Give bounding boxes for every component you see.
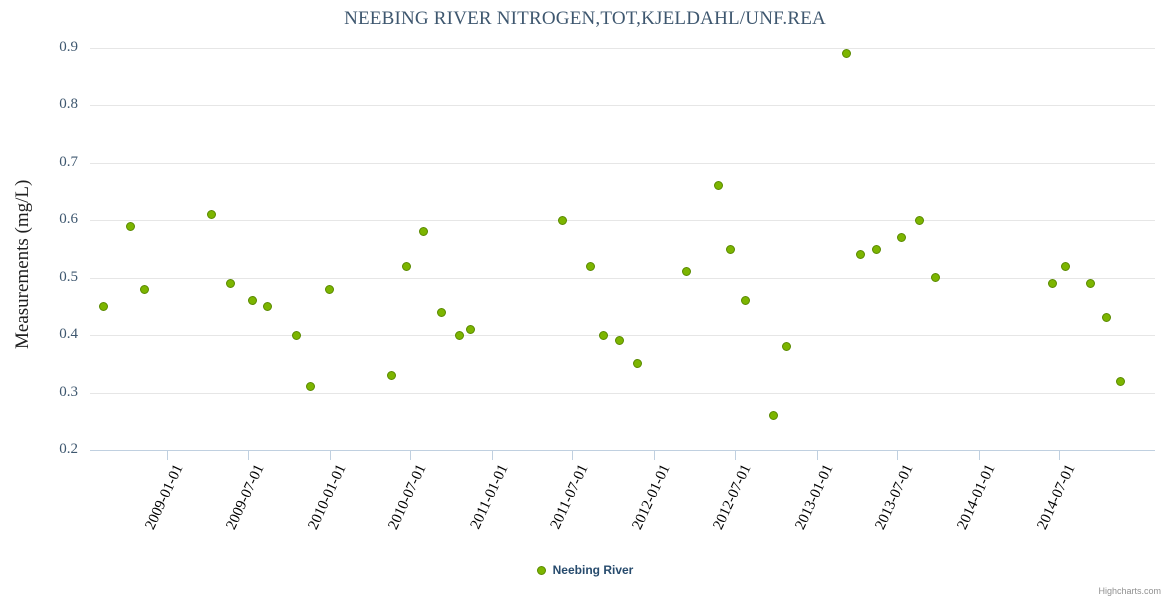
x-tick-label: 2011-07-01 [547,462,592,532]
data-point[interactable] [1061,261,1071,271]
data-point[interactable] [1086,278,1096,288]
data-point[interactable] [454,330,464,340]
data-point[interactable] [871,244,881,254]
data-point[interactable] [914,215,924,225]
data-point[interactable] [206,210,216,220]
x-tick-mark [329,451,331,460]
y-tick-label: 0.7 [59,153,78,170]
data-point[interactable] [401,261,411,271]
credits-label[interactable]: Highcharts.com [1098,586,1161,596]
data-point[interactable] [682,267,692,277]
x-tick-label: 2012-01-01 [629,462,674,533]
data-point[interactable] [226,278,236,288]
x-tick-mark [734,451,736,460]
data-point[interactable] [419,227,429,237]
y-axis-title: Measurements (mg/L) [12,179,33,349]
x-tick-label: 2014-07-01 [1034,462,1079,533]
x-tick-label: 2012-07-01 [710,462,755,533]
gridline [90,105,1155,107]
data-point[interactable] [614,336,624,346]
data-point[interactable] [291,330,301,340]
data-point[interactable] [842,49,852,59]
x-tick-label: 2011-01-01 [467,462,512,532]
data-point[interactable] [726,244,736,254]
x-tick-mark [572,451,574,460]
x-tick-label: 2009-07-01 [223,462,268,533]
y-tick-label: 0.4 [59,326,78,343]
x-tick-mark [247,451,249,460]
data-point[interactable] [585,261,595,271]
data-point[interactable] [714,181,723,191]
data-point[interactable] [466,324,476,334]
data-point[interactable] [782,342,792,352]
x-tick-mark [654,451,656,460]
y-tick-label: 0.8 [59,96,78,113]
data-point[interactable] [248,296,258,306]
gridline [90,162,1155,164]
data-point[interactable] [306,382,316,392]
gridline [90,392,1155,394]
data-point[interactable] [856,250,866,260]
x-tick-mark [978,451,980,460]
x-tick-mark [897,451,899,460]
data-point[interactable] [139,284,149,294]
data-point[interactable] [1102,313,1112,323]
x-tick-mark [167,451,169,460]
data-point[interactable] [741,296,751,306]
x-tick-mark [816,451,818,460]
x-tick-label: 2010-07-01 [385,462,430,533]
data-point[interactable] [386,370,396,380]
chart-title: NEEBING RIVER NITROGEN,TOT,KJELDAHL/UNF.… [344,8,826,29]
y-tick-label: 0.3 [59,383,78,400]
x-tick-label: 2014-01-01 [954,462,999,533]
data-point[interactable] [599,330,609,340]
gridline [90,277,1155,279]
plot-area [90,40,1155,450]
data-point[interactable] [1115,376,1125,386]
data-point[interactable] [558,215,568,225]
x-axis-line [90,450,1155,451]
data-point[interactable] [633,359,643,369]
x-tick-mark [1059,451,1061,460]
data-point[interactable] [930,273,940,283]
data-point[interactable] [768,411,778,421]
y-tick-label: 0.9 [59,39,78,55]
x-tick-label: 2013-07-01 [872,462,917,533]
data-point[interactable] [325,284,335,294]
data-point[interactable] [437,307,447,317]
data-point[interactable] [125,221,135,231]
data-point[interactable] [263,301,273,311]
y-tick-label: 0.2 [59,441,78,457]
gridline [90,48,1155,49]
x-tick-label: 2010-01-01 [304,462,350,533]
x-tick-mark [491,451,493,460]
gridline [90,220,1155,222]
x-tick-label: 2009-01-01 [142,462,187,533]
legend-marker-icon [536,565,546,575]
chart-legend[interactable]: Neebing River [0,563,1170,577]
x-tick-label: 2013-01-01 [792,462,837,533]
data-point[interactable] [896,233,906,242]
x-tick-mark [410,451,412,460]
y-tick-label: 0.5 [59,268,78,285]
gridline [90,335,1155,337]
data-point[interactable] [99,301,109,311]
data-point[interactable] [1047,278,1057,288]
legend-item-neebing-river[interactable]: Neebing River [552,563,634,577]
y-tick-label: 0.6 [59,211,78,228]
